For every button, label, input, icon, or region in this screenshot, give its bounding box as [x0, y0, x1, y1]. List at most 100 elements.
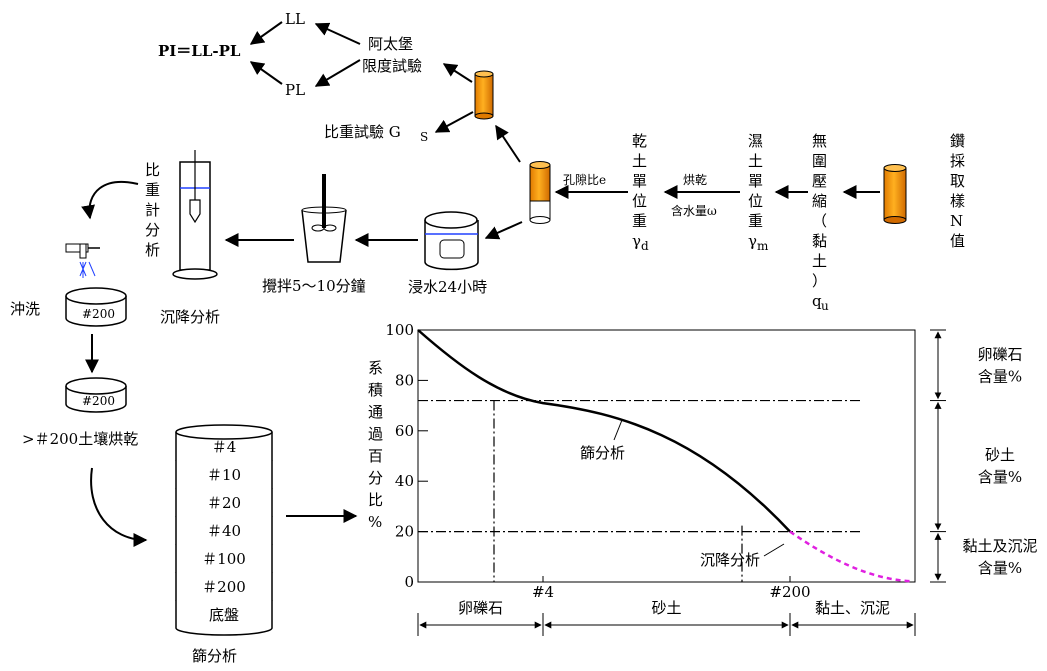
- specific-gravity-label: 比重試驗 G: [324, 123, 401, 141]
- soil-sample-icon: [474, 70, 494, 120]
- stir-label: 攪拌5～10分鐘: [262, 277, 366, 295]
- atterberg-test-line1: 阿太堡: [368, 35, 413, 53]
- hydrometer-char: 重: [145, 181, 160, 199]
- sieve-ring-label: 底盤: [209, 606, 239, 624]
- stir-beaker-icon: [301, 174, 347, 263]
- wet-unit-weight-char: 重: [748, 212, 763, 230]
- series-label-sieve: 篩分析: [580, 444, 625, 462]
- bottom-range-label: 卵礫石: [458, 599, 503, 617]
- hydrometer-char: 比: [145, 161, 160, 179]
- dry-unit-weight-char: 單: [632, 172, 647, 190]
- sieve-ring-label: ＃200: [202, 578, 246, 596]
- unconfined-char: ）: [812, 272, 827, 290]
- y-axis-label-char: %: [368, 513, 382, 531]
- soil-sample-icon: [529, 161, 551, 224]
- x-marker-label: #4: [532, 583, 554, 601]
- series-pointer: [763, 543, 785, 557]
- drying-label: 烘乾: [683, 173, 707, 187]
- arrow-test-to-ll: [314, 22, 361, 45]
- range-label: 砂土: [985, 446, 1015, 464]
- hydrometer-char: 分: [145, 221, 160, 239]
- range-label: 黏土及沉泥: [962, 537, 1037, 555]
- sieve-ring-label: ＃20: [207, 494, 241, 512]
- arrow-sample-up: [495, 124, 521, 163]
- sieve-200-label: #200: [82, 307, 115, 321]
- bottom-range-label: 黏土、沉泥: [815, 599, 890, 617]
- unconfined-char: 土: [812, 252, 827, 270]
- void-ratio-label: 孔隙比e: [563, 173, 606, 187]
- series-label-sedimentation: 沉降分析: [700, 551, 760, 569]
- sieve-ring-label: ＃10: [207, 466, 241, 484]
- hydrometer-char: 析: [145, 241, 160, 259]
- sieve-ring-label: ＃40: [207, 522, 241, 540]
- sieve-ring-label: ＃100: [202, 550, 246, 568]
- arrow-test-to-pl: [314, 59, 361, 87]
- arrow-to-wash: [81, 180, 139, 220]
- range-label: 含量%: [978, 468, 1022, 486]
- y-axis-label-char: 系: [368, 359, 383, 377]
- y-axis-label-char: 積: [368, 381, 383, 399]
- wet-unit-weight-char: 濕: [748, 132, 763, 150]
- wet-unit-weight-char: 土: [748, 152, 763, 170]
- soil-sample-icon: [883, 164, 907, 224]
- arrow-to-soak: [484, 221, 523, 240]
- dry-unit-weight-char: 位: [632, 192, 647, 210]
- arrow-to-specific-gravity: [434, 111, 474, 133]
- sieve-200-label: #200: [82, 394, 115, 408]
- arrow-pl-to-pi: [249, 61, 283, 85]
- y-axis-label-char: 通: [368, 403, 383, 421]
- unconfined-char: 圍: [812, 152, 827, 170]
- range-label: 含量%: [978, 559, 1022, 577]
- hydrometer-char: 計: [145, 201, 160, 219]
- sampling-char: 採: [950, 152, 965, 170]
- y-tick-label: 80: [395, 371, 414, 389]
- dry-soil-label: >＃200土壤烘乾: [22, 430, 138, 448]
- bottom-range-label: 砂土: [651, 599, 681, 617]
- range-label: 卵礫石: [977, 345, 1022, 363]
- sampling-char: 樣: [950, 192, 965, 210]
- x-marker-label: #200: [769, 583, 810, 601]
- hydrometer-cylinder-icon: [172, 150, 218, 280]
- sieve-ring: [175, 600, 273, 636]
- pl-label: PL: [285, 81, 305, 99]
- dry-unit-weight-char: 乾: [632, 132, 647, 150]
- wet-unit-weight-char: 單: [748, 172, 763, 190]
- sieve-icon: [65, 287, 127, 327]
- unconfined-char: 黏: [812, 232, 827, 250]
- wet-unit-weight-char: 位: [748, 192, 763, 210]
- unconfined-char: 無: [812, 132, 827, 150]
- y-tick-label: 20: [395, 523, 414, 541]
- soak-label: 浸水24小時: [408, 278, 487, 296]
- unconfined-char: q: [812, 292, 822, 310]
- sedimentation-analysis-label: 沉降分析: [160, 308, 220, 326]
- arrow-to-sieve-stack: [90, 467, 148, 547]
- ll-label: LL: [285, 10, 305, 28]
- chart-frame: [417, 329, 916, 583]
- unconfined-char: （: [812, 212, 827, 230]
- sieve-analysis-title: 篩分析: [192, 647, 237, 665]
- unconfined-char: 壓: [812, 172, 827, 190]
- specific-gravity-sub: S: [420, 130, 428, 144]
- range-label: 含量%: [978, 367, 1022, 385]
- dry-unit-weight-char: 重: [632, 212, 647, 230]
- arrow-sample-to-atterberg: [442, 63, 473, 83]
- unconfined-char: 縮: [812, 192, 827, 210]
- sieve-curve: [417, 329, 791, 533]
- y-axis-label-char: 百: [368, 447, 383, 465]
- y-tick-label: 40: [395, 472, 414, 490]
- dry-unit-weight-char-sub: d: [641, 239, 649, 253]
- y-tick-label: 100: [385, 321, 414, 339]
- sieve-stack-top: [175, 424, 273, 440]
- wet-unit-weight-char: γ: [748, 232, 757, 250]
- sampling-char: 值: [950, 232, 965, 250]
- faucet-icon: [65, 243, 100, 278]
- y-tick-label: 60: [395, 422, 414, 440]
